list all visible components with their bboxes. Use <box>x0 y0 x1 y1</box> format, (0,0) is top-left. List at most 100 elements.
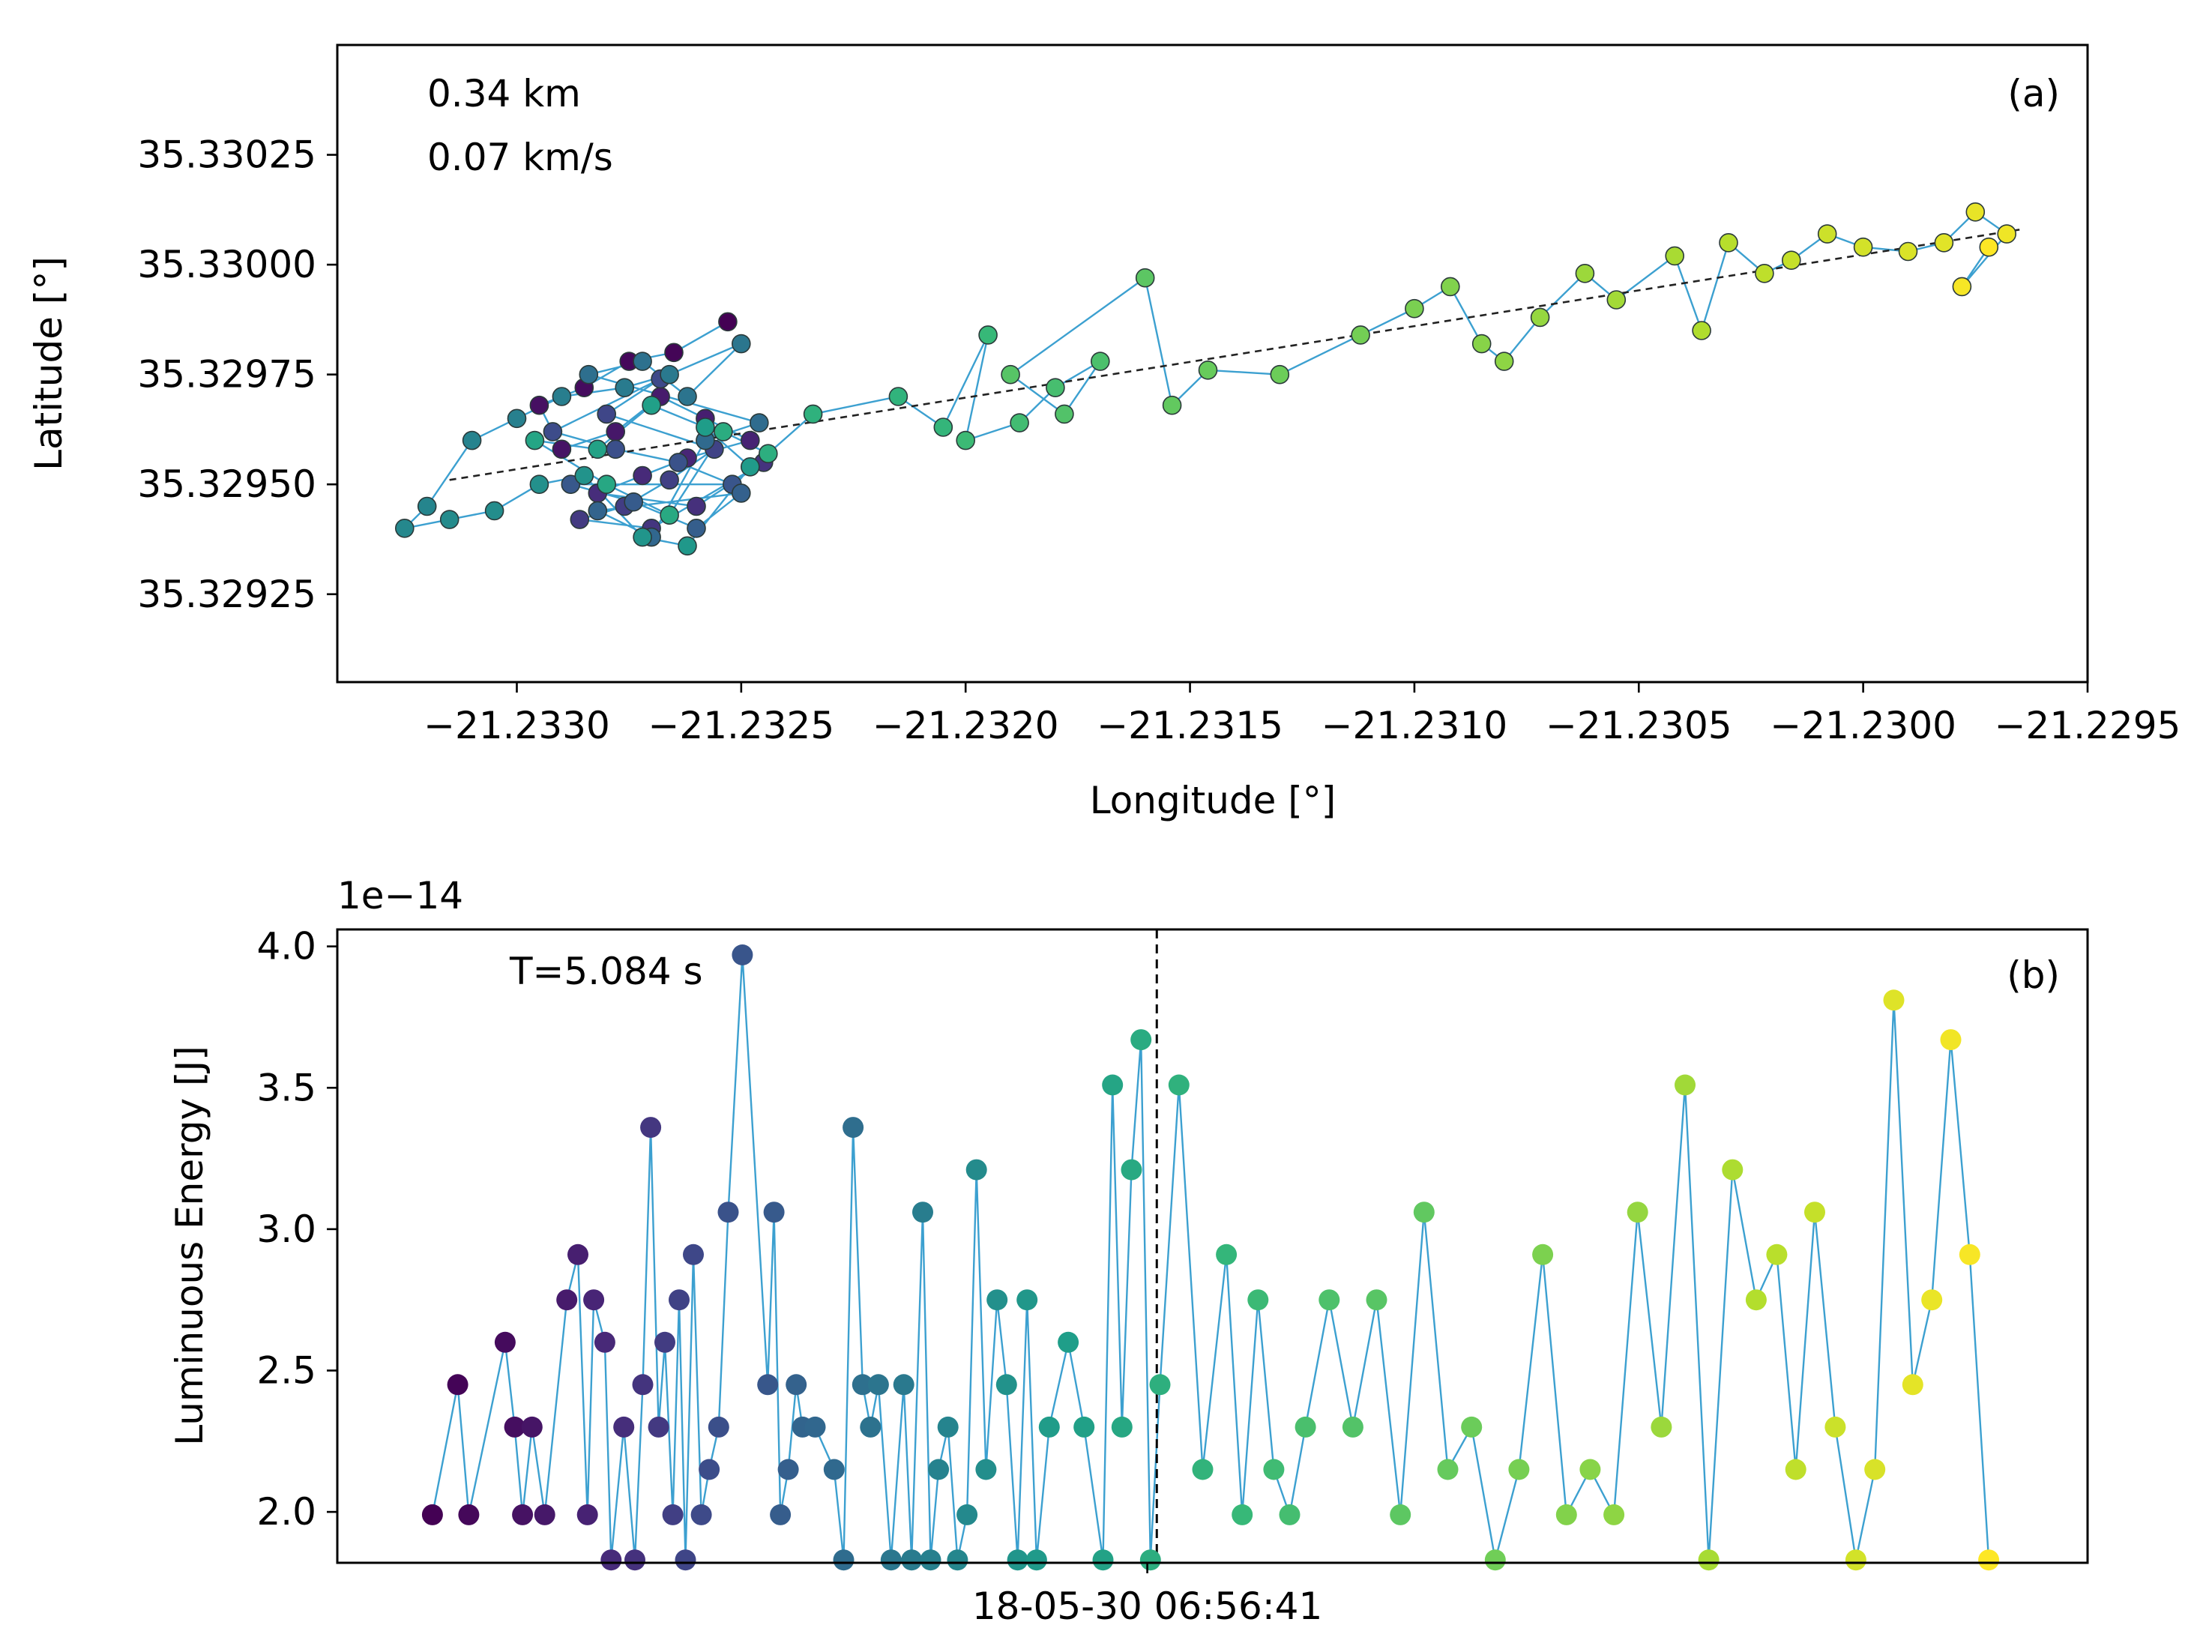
panel-b-point <box>1016 1289 1038 1311</box>
panel-a-point <box>718 312 738 332</box>
panel-b-point <box>732 944 753 965</box>
panel-b-point <box>1579 1459 1601 1480</box>
panel-a-y-ticks: 35.32925 35.32950 35.32975 35.33000 35.33025 <box>137 133 337 616</box>
panel-a-point <box>1979 237 1999 257</box>
panel-b-point <box>1139 1549 1161 1571</box>
panel-b-point <box>1279 1504 1301 1525</box>
panel-a-point <box>1755 263 1774 283</box>
panel-b-point <box>986 1289 1008 1311</box>
panel-b-point <box>504 1416 525 1438</box>
panel-a-point <box>1405 298 1424 319</box>
panel-a-label: (a) <box>2007 72 2060 115</box>
panel-a-x-tick-label: −21.2325 <box>648 704 835 747</box>
panel-a-point <box>740 430 760 450</box>
panel-b-point <box>823 1459 845 1480</box>
panel-a-point <box>570 510 590 529</box>
panel-a-y-tick-label: 35.33025 <box>137 133 316 177</box>
panel-b-point <box>880 1549 902 1571</box>
panel-b-point <box>1295 1416 1316 1438</box>
panel-a-point <box>507 409 527 429</box>
panel-b-point <box>1390 1504 1411 1525</box>
panel-a-point <box>633 527 652 547</box>
panel-a-point <box>1782 250 1801 271</box>
panel-a-point <box>439 510 459 529</box>
panel-b-point <box>640 1117 662 1139</box>
panel-a-point <box>1046 378 1065 398</box>
panel-b-point <box>1111 1416 1133 1438</box>
panel-a-point <box>1997 224 2016 244</box>
panel-a-point <box>1530 307 1550 328</box>
panel-b-point <box>556 1289 578 1311</box>
panel-b-y-tick-label: 2.5 <box>256 1348 316 1392</box>
panel-b-point <box>576 1504 598 1525</box>
panel-b-x-tick-label: 18-05-30 06:56:41 <box>972 1585 1322 1628</box>
panel-a-x-tick-label: −21.2330 <box>424 704 610 747</box>
panel-b-point <box>1247 1289 1269 1311</box>
panel-a-point <box>1606 290 1627 310</box>
panel-a-point <box>615 378 635 398</box>
panel-b-y-tick-label: 3.0 <box>256 1208 316 1251</box>
panel-a-point <box>1719 232 1738 253</box>
panel-b-point <box>600 1549 622 1571</box>
panel-b-point <box>757 1374 779 1396</box>
panel-a-point <box>687 496 706 516</box>
panel-a-x-ticks: −21.2330 −21.2325 −21.2320 −21.2315 −21.2310… <box>424 682 2181 747</box>
panel-b-axes-frame <box>336 928 2089 1564</box>
panel-b-point <box>852 1374 873 1396</box>
panel-a-point <box>1853 237 1873 257</box>
panel-b-point <box>662 1504 684 1525</box>
panel-a-point <box>803 404 823 424</box>
panel-b-point <box>717 1202 739 1223</box>
panel-a-point <box>642 395 661 415</box>
panel-b-point <box>1785 1459 1806 1480</box>
panel-a-point <box>597 474 617 495</box>
panel-a-point <box>462 430 482 450</box>
panel-a-point <box>731 334 751 354</box>
panel-b-point <box>613 1416 635 1438</box>
panel-b-point <box>1216 1243 1238 1265</box>
panel-a-point <box>678 387 697 406</box>
panel-b-point <box>1073 1416 1095 1438</box>
panel-b-y-ticks: 2.0 2.5 3.0 3.5 4.0 <box>256 925 337 1534</box>
panel-a-point <box>1965 202 1986 222</box>
panel-b-point <box>624 1549 645 1571</box>
panel-a-points <box>394 202 2016 556</box>
panel-b-point <box>1883 989 1905 1011</box>
panel-a-point <box>759 444 778 464</box>
panel-b-point <box>1461 1416 1483 1438</box>
panel-b-point <box>1038 1416 1060 1438</box>
panel-b-point <box>1130 1029 1152 1051</box>
panel-a-point <box>1198 360 1218 380</box>
panel-a-point <box>1010 413 1029 432</box>
panel-b-point <box>1342 1416 1363 1438</box>
panel-b-point <box>683 1243 704 1265</box>
panel-b-point <box>937 1416 959 1438</box>
panel-b-point <box>708 1416 729 1438</box>
panel-a-point <box>633 352 652 371</box>
panel-b-point <box>421 1504 443 1525</box>
panel-a-x-tick-label: −21.2305 <box>1546 704 1732 747</box>
panel-b-point <box>632 1374 654 1396</box>
panel-a-point <box>956 430 975 450</box>
panel-a-point <box>606 439 626 459</box>
panel-a-point <box>1898 241 1918 262</box>
panel-b-point <box>920 1549 941 1571</box>
panel-a-point <box>633 465 652 486</box>
panel-b-point <box>1675 1074 1696 1096</box>
panel-b-point <box>1413 1202 1435 1223</box>
panel-b-point <box>583 1289 605 1311</box>
panel-b-point <box>965 1159 987 1181</box>
panel-b-y-tick-label: 2.0 <box>256 1490 316 1534</box>
panel-b-point <box>1745 1289 1767 1311</box>
panel-b-point <box>1263 1459 1285 1480</box>
panel-a-point <box>1091 352 1110 371</box>
panel-a-point <box>660 470 679 490</box>
panel-a-point <box>660 505 679 525</box>
panel-b-point <box>833 1549 855 1571</box>
panel-a-distance-annotation: 0.34 km <box>427 72 581 115</box>
panel-b-point <box>975 1459 997 1480</box>
panel-b-point <box>1168 1074 1190 1096</box>
panel-a-point <box>552 439 572 459</box>
panel-a-point <box>669 453 688 472</box>
